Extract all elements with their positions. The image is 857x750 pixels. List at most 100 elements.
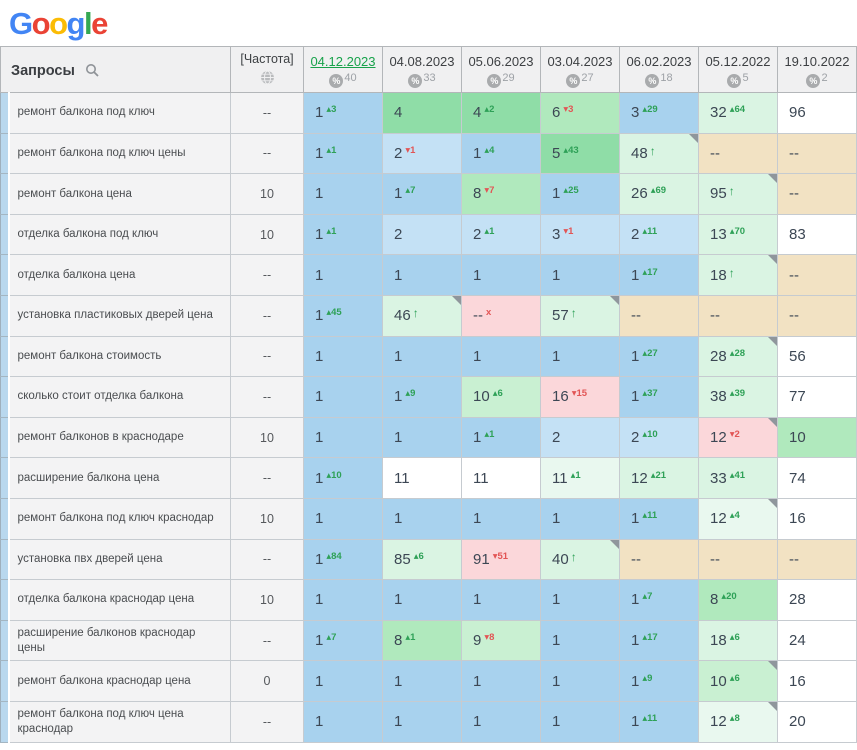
- query-cell[interactable]: отделка балкона под ключ: [8, 213, 231, 256]
- row-gutter[interactable]: [0, 132, 10, 175]
- position-cell[interactable]: 1: [461, 579, 541, 621]
- position-cell[interactable]: 1 ▴10: [303, 457, 383, 499]
- percent-icon[interactable]: %: [329, 74, 344, 88]
- query-cell[interactable]: сколько стоит отделка балкона: [8, 376, 231, 418]
- percent-icon[interactable]: %: [566, 74, 581, 88]
- position-cell[interactable]: 2 ▴10: [619, 416, 699, 459]
- note-corner-icon[interactable]: [768, 418, 777, 427]
- row-gutter[interactable]: [0, 92, 10, 134]
- position-cell[interactable]: 1 ▴37: [619, 376, 699, 418]
- position-cell[interactable]: 8 ▾7: [461, 173, 541, 215]
- position-cell[interactable]: 1: [303, 416, 383, 459]
- position-cell[interactable]: 11: [382, 457, 462, 499]
- row-gutter[interactable]: [0, 294, 10, 337]
- position-cell[interactable]: 77: [777, 376, 857, 418]
- position-cell[interactable]: 28: [777, 579, 857, 621]
- position-cell[interactable]: --: [619, 538, 699, 581]
- query-cell[interactable]: ремонт балкона краснодар цена: [8, 660, 231, 702]
- position-cell[interactable]: 1: [303, 700, 383, 743]
- position-cell[interactable]: 1 ▴17: [619, 619, 699, 662]
- position-cell[interactable]: 5 ▴43: [540, 132, 620, 175]
- position-cell[interactable]: 1 ▴25: [540, 173, 620, 215]
- position-cell[interactable]: 74: [777, 457, 857, 499]
- row-gutter[interactable]: [0, 579, 10, 621]
- position-cell[interactable]: --: [698, 538, 778, 581]
- position-cell[interactable]: 1 ▴27: [619, 335, 699, 378]
- position-cell[interactable]: 40 ↑: [540, 538, 620, 581]
- date-link[interactable]: 04.08.2023: [389, 54, 455, 69]
- query-cell[interactable]: расширение балкона цена: [8, 457, 231, 499]
- position-cell[interactable]: 85 ▴6: [382, 538, 462, 581]
- position-cell[interactable]: 1 ▴1: [303, 213, 383, 256]
- query-cell[interactable]: расширение балконов краснодар цены: [8, 619, 231, 662]
- position-cell[interactable]: 18 ↑: [698, 254, 778, 296]
- row-gutter[interactable]: [0, 457, 10, 499]
- position-cell[interactable]: --: [777, 254, 857, 296]
- query-cell[interactable]: ремонт балконов в краснодаре: [8, 416, 231, 459]
- position-cell[interactable]: --: [698, 294, 778, 337]
- date-link[interactable]: 04.12.2023: [310, 54, 376, 69]
- position-cell[interactable]: 28 ▴28: [698, 335, 778, 378]
- position-cell[interactable]: 8 ▴1: [382, 619, 462, 662]
- position-cell[interactable]: 1 ▴7: [303, 619, 383, 662]
- note-corner-icon[interactable]: [610, 296, 619, 305]
- note-corner-icon[interactable]: [768, 661, 777, 671]
- position-cell[interactable]: 16 ▾15: [540, 376, 620, 418]
- position-cell[interactable]: 33 ▴41: [698, 457, 778, 499]
- position-cell[interactable]: 1: [382, 660, 462, 702]
- position-cell[interactable]: 1: [303, 254, 383, 296]
- position-cell[interactable]: 1: [303, 173, 383, 215]
- position-cell[interactable]: 1 ▴7: [382, 173, 462, 215]
- position-cell[interactable]: 16: [777, 660, 857, 702]
- position-cell[interactable]: 48 ↑: [619, 132, 699, 175]
- position-cell[interactable]: 1 ▴4: [461, 132, 541, 175]
- position-cell[interactable]: 12 ▾2: [698, 416, 778, 459]
- position-cell[interactable]: 1: [303, 335, 383, 378]
- position-cell[interactable]: 1 ▴45: [303, 294, 383, 337]
- position-cell[interactable]: --: [777, 294, 857, 337]
- position-cell[interactable]: 10: [777, 416, 857, 459]
- position-cell[interactable]: 57 ↑: [540, 294, 620, 337]
- position-cell[interactable]: 2 ▴11: [619, 213, 699, 256]
- position-cell[interactable]: 2 ▾1: [382, 132, 462, 175]
- date-link[interactable]: 05.12.2022: [705, 54, 771, 69]
- position-cell[interactable]: 83: [777, 213, 857, 256]
- position-cell[interactable]: 12 ▴8: [698, 700, 778, 743]
- row-gutter[interactable]: [0, 254, 10, 296]
- position-cell[interactable]: 1 ▴1: [461, 416, 541, 459]
- query-cell[interactable]: ремонт балкона стоимость: [8, 335, 231, 378]
- position-cell[interactable]: --: [619, 294, 699, 337]
- date-link[interactable]: 05.06.2023: [468, 54, 534, 69]
- search-icon[interactable]: [85, 63, 99, 81]
- position-cell[interactable]: 1 ▴1: [303, 132, 383, 175]
- position-cell[interactable]: 1 ▴7: [619, 579, 699, 621]
- position-cell[interactable]: 26 ▴69: [619, 173, 699, 215]
- date-link[interactable]: 03.04.2023: [547, 54, 613, 69]
- query-cell[interactable]: установка пвх дверей цена: [8, 538, 231, 581]
- row-gutter[interactable]: [0, 416, 10, 459]
- position-cell[interactable]: 1 ▴11: [619, 700, 699, 743]
- position-cell[interactable]: 6 ▾3: [540, 92, 620, 134]
- position-cell[interactable]: --: [777, 538, 857, 581]
- position-cell[interactable]: 4: [382, 92, 462, 134]
- position-cell[interactable]: 9 ▾8: [461, 619, 541, 662]
- position-cell[interactable]: 1: [540, 254, 620, 296]
- position-cell[interactable]: --: [777, 173, 857, 215]
- position-cell[interactable]: 1: [540, 579, 620, 621]
- note-corner-icon[interactable]: [768, 337, 777, 346]
- position-cell[interactable]: 1: [540, 700, 620, 743]
- position-cell[interactable]: 11: [461, 457, 541, 499]
- position-cell[interactable]: 2: [540, 416, 620, 459]
- position-cell[interactable]: 91 ▾51: [461, 538, 541, 581]
- note-corner-icon[interactable]: [768, 702, 777, 711]
- position-cell[interactable]: 4 ▴2: [461, 92, 541, 134]
- percent-icon[interactable]: %: [487, 74, 502, 88]
- position-cell[interactable]: 1: [540, 619, 620, 662]
- position-cell[interactable]: 1: [303, 660, 383, 702]
- position-cell[interactable]: 1: [303, 497, 383, 540]
- date-link[interactable]: 19.10.2022: [784, 54, 850, 69]
- position-cell[interactable]: 1: [461, 335, 541, 378]
- position-cell[interactable]: 46 ↑: [382, 294, 462, 337]
- position-cell[interactable]: 95 ↑: [698, 173, 778, 215]
- position-cell[interactable]: --: [698, 132, 778, 175]
